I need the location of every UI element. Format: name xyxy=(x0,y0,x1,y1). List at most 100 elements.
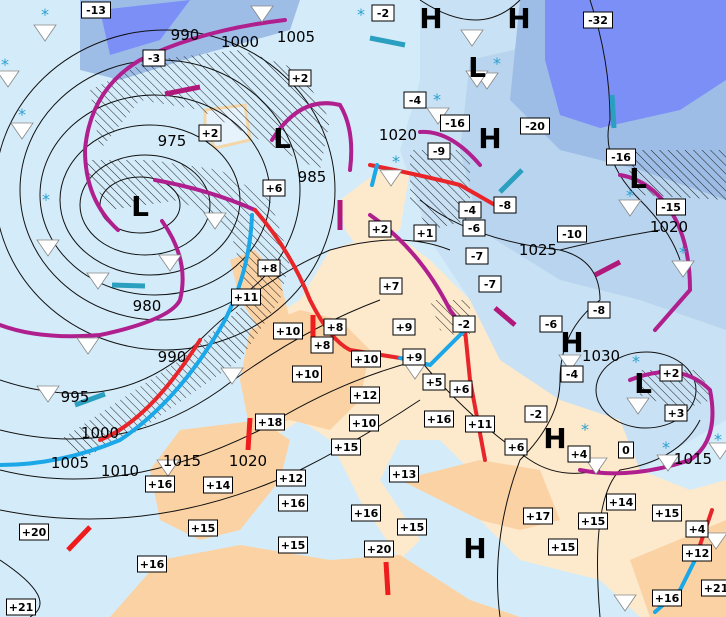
low-pressure-center: L xyxy=(273,122,291,155)
temperature-value: 0 xyxy=(622,444,630,457)
temperature-label: +7 xyxy=(379,277,403,295)
temperature-value: +10 xyxy=(276,325,301,338)
temperature-label: +15 xyxy=(578,512,608,530)
temperature-label: +10 xyxy=(292,365,322,383)
high-pressure-center: H xyxy=(463,532,486,565)
temperature-value: +6 xyxy=(508,441,525,454)
shower-triangle-icon xyxy=(158,254,182,272)
high-pressure-center: H xyxy=(478,122,501,155)
temperature-value: +9 xyxy=(396,321,413,334)
temperature-label: +14 xyxy=(606,493,636,511)
temperature-value: -6 xyxy=(545,318,558,331)
temperature-value: +10 xyxy=(295,368,320,381)
shower-triangle-icon xyxy=(36,385,60,403)
temperature-value: -4 xyxy=(409,94,422,107)
temperature-value: +14 xyxy=(206,479,231,492)
temperature-label: +13 xyxy=(389,465,419,483)
temperature-label: +15 xyxy=(548,538,578,556)
temperature-label: +20 xyxy=(364,540,394,558)
temperature-label: -6 xyxy=(539,315,563,333)
snowflake-icon: * xyxy=(433,90,441,109)
temperature-value: +8 xyxy=(314,339,331,352)
temperature-value: -8 xyxy=(593,304,605,317)
temperature-value: +5 xyxy=(426,376,443,389)
temperature-labels: -13-3+2+2+6+8+11-2-4-16-9-20-32-16-15-8-… xyxy=(6,1,726,616)
temperature-value: -2 xyxy=(377,7,389,20)
snowflake-icon: * xyxy=(42,190,50,209)
temperature-value: +20 xyxy=(22,526,47,539)
shower-triangle-icon xyxy=(36,239,60,257)
temperature-label: +12 xyxy=(350,386,380,404)
isobar-value: 990 xyxy=(171,26,200,44)
scandinavia xyxy=(340,170,410,250)
temperature-label: -2 xyxy=(524,405,548,423)
occluded-front xyxy=(82,18,287,232)
temperature-value: -4 xyxy=(566,368,579,381)
mixed-arrow xyxy=(164,84,201,97)
high-pressure-center: H xyxy=(543,422,566,455)
isobar-value: 1020 xyxy=(650,218,688,236)
low-pressure-center: L xyxy=(468,51,486,84)
temperature-value: +3 xyxy=(668,407,685,420)
temperature-value: +16 xyxy=(655,592,680,605)
temperature-value: -15 xyxy=(661,201,681,214)
snowflake-icon: * xyxy=(714,430,722,449)
snowflake-icon: * xyxy=(662,438,670,457)
temperature-value: +1 xyxy=(417,227,434,240)
temperature-value: +8 xyxy=(327,321,344,334)
temperature-value: +18 xyxy=(258,416,283,429)
temperature-value: +16 xyxy=(427,413,452,426)
temperature-value: +17 xyxy=(526,510,551,523)
snowflake-icon: * xyxy=(1,55,9,74)
temperature-value: +14 xyxy=(609,496,634,509)
temperature-value: +4 xyxy=(689,523,706,536)
temperature-value: +2 xyxy=(372,223,389,236)
temperature-value: -3 xyxy=(148,52,160,65)
shower-triangle-icon xyxy=(220,367,244,385)
warm-front xyxy=(463,328,487,462)
temperature-value: -2 xyxy=(458,318,470,331)
temperature-label: +10 xyxy=(351,350,381,368)
cold-arrow xyxy=(609,94,617,129)
temperature-label: +6 xyxy=(504,438,528,456)
temperature-value: +12 xyxy=(685,547,710,560)
temperature-label: +2 xyxy=(368,220,392,238)
temperature-label: +4 xyxy=(685,520,709,538)
temperature-value: +11 xyxy=(468,418,493,431)
shower-triangle-icon xyxy=(86,272,110,290)
temperature-value: +6 xyxy=(266,182,283,195)
temperature-label: -3 xyxy=(142,49,166,67)
temperature-value: +4 xyxy=(571,448,588,461)
shower-triangle-icon xyxy=(704,532,726,550)
temperature-label: +15 xyxy=(188,519,218,537)
temperature-value: +11 xyxy=(234,291,259,304)
temperature-label: +8 xyxy=(310,336,334,354)
isobar-labels: 990 1000 1005 975 985 980 990 995 1000 1005 1010 10… xyxy=(51,26,712,480)
isobar-value: 985 xyxy=(298,168,327,186)
temperature-value: -20 xyxy=(525,120,545,133)
temperature-label: -13 xyxy=(81,1,111,19)
temperature-label: +20 xyxy=(19,523,49,541)
temperature-label: +18 xyxy=(255,413,285,431)
temperature-value: +15 xyxy=(191,522,216,535)
shower-triangle-icon xyxy=(626,397,650,415)
temperature-label: +21 xyxy=(701,579,726,597)
low-pressure-center: L xyxy=(634,367,652,400)
temperature-value: -32 xyxy=(588,14,608,27)
weather-symbols: * * * * * * * * * * * * * * xyxy=(0,5,726,612)
temperature-value: -4 xyxy=(464,204,477,217)
temperature-value: +15 xyxy=(551,541,576,554)
temperature-label: -4 xyxy=(403,91,427,109)
cold-front xyxy=(370,163,379,187)
cold-arrow xyxy=(74,391,106,408)
temperature-label: +6 xyxy=(449,380,473,398)
temperature-value: +15 xyxy=(281,539,306,552)
temperature-label: -2 xyxy=(452,315,476,333)
cold-arrow xyxy=(369,35,406,48)
temperature-label: -8 xyxy=(587,301,611,319)
temperature-value: +2 xyxy=(202,127,219,140)
temperature-value: +15 xyxy=(400,521,425,534)
temperature-value: +2 xyxy=(292,72,309,85)
low-pressure-center: L xyxy=(131,190,149,223)
